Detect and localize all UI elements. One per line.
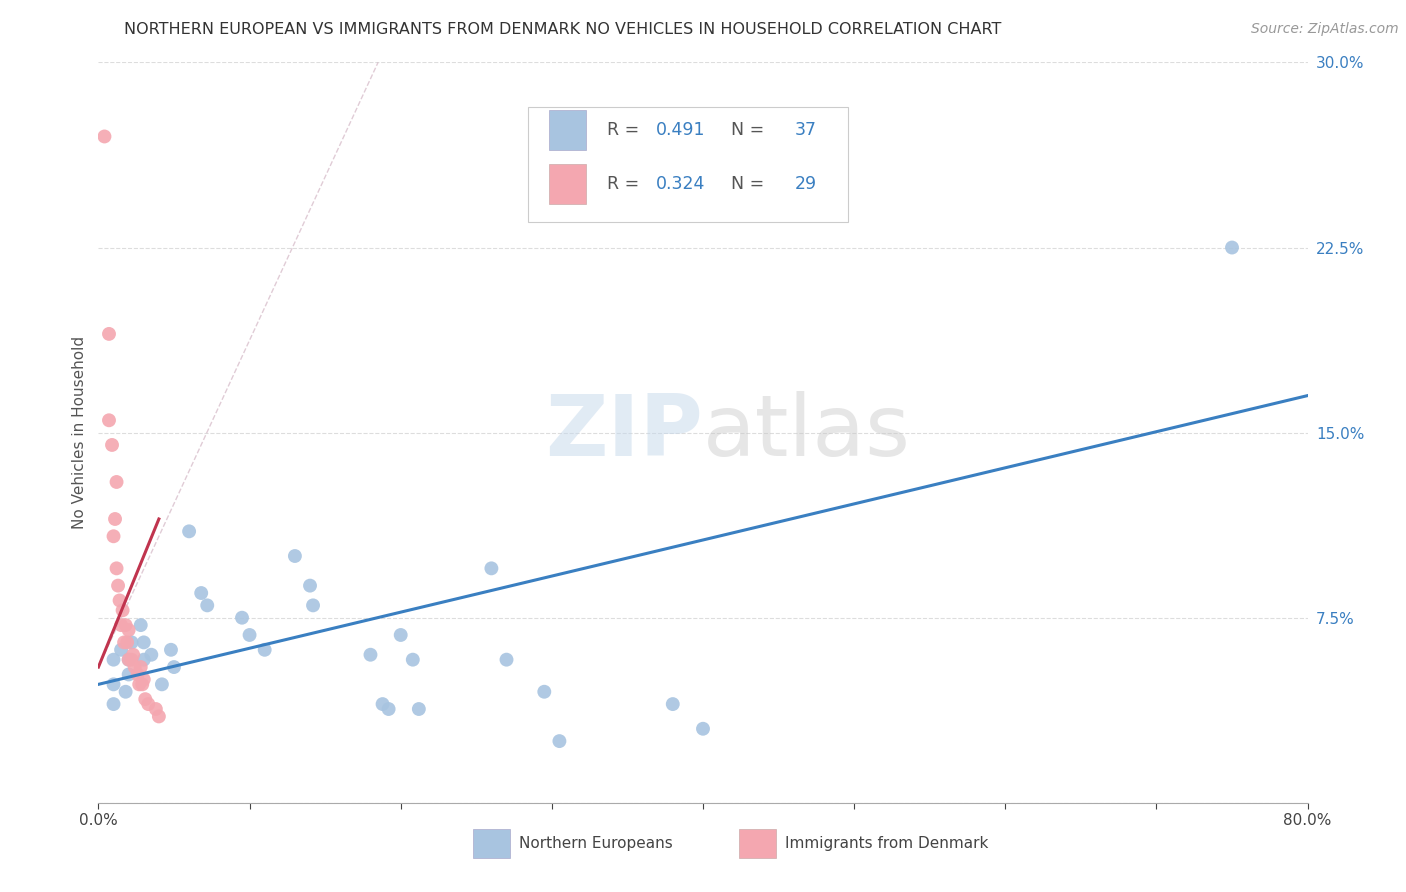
Point (481, 561, 503, 575)
Text: Northern Europeans: Northern Europeans (519, 836, 673, 851)
Point (134, 692, 156, 706)
Point (124, 660, 146, 674)
Point (118, 623, 141, 637)
Point (1220, 240, 1243, 255)
Text: N =: N = (720, 175, 769, 193)
Text: atlas: atlas (703, 391, 911, 475)
Point (122, 648, 145, 662)
Bar (474, 829, 509, 858)
Text: R =: R = (607, 121, 645, 139)
Point (101, 438, 124, 452)
Point (128, 677, 150, 691)
Point (105, 475, 128, 489)
Point (93, 129, 115, 144)
Point (160, 642, 183, 657)
Text: N =: N = (720, 121, 769, 139)
Point (105, 561, 128, 575)
Text: ZIP: ZIP (546, 391, 703, 475)
Point (114, 685, 136, 699)
Point (98, 326, 121, 341)
Text: 0.491: 0.491 (655, 121, 706, 139)
FancyBboxPatch shape (527, 107, 848, 221)
Point (548, 734, 571, 748)
Point (121, 635, 143, 649)
Point (136, 697, 159, 711)
Point (118, 653, 141, 667)
Text: NORTHERN EUROPEAN VS IMMIGRANTS FROM DENMARK NO VEHICLES IN HOUSEHOLD CORRELATIO: NORTHERN EUROPEAN VS IMMIGRANTS FROM DEN… (124, 22, 1001, 37)
Point (112, 635, 135, 649)
Text: Immigrants from Denmark: Immigrants from Denmark (785, 836, 988, 851)
Point (104, 512, 127, 526)
Point (103, 653, 125, 667)
Point (299, 579, 322, 593)
Point (190, 586, 212, 600)
Bar (550, 110, 586, 151)
Point (110, 618, 132, 632)
Point (118, 653, 141, 667)
Point (377, 702, 399, 716)
Y-axis label: No Vehicles in Household: No Vehicles in Household (72, 336, 87, 529)
Point (231, 610, 253, 624)
Bar (550, 164, 586, 204)
Point (179, 524, 201, 539)
Point (692, 722, 714, 736)
Point (141, 648, 163, 662)
Point (253, 642, 276, 657)
Point (150, 677, 173, 691)
Point (103, 677, 125, 691)
Point (371, 697, 394, 711)
Point (302, 599, 325, 613)
Text: 0.324: 0.324 (655, 175, 706, 193)
Point (145, 702, 167, 716)
Point (111, 603, 134, 617)
Point (132, 673, 155, 687)
Point (114, 618, 136, 632)
Point (661, 697, 683, 711)
Point (402, 653, 425, 667)
Point (148, 709, 170, 723)
Bar (740, 829, 776, 858)
Point (103, 529, 125, 543)
Point (107, 579, 129, 593)
Point (98, 413, 121, 427)
Point (103, 697, 125, 711)
Text: 29: 29 (794, 175, 817, 193)
Point (108, 593, 131, 607)
Point (121, 653, 143, 667)
Point (239, 628, 262, 642)
Point (110, 642, 132, 657)
Point (360, 648, 382, 662)
Text: 37: 37 (794, 121, 817, 139)
Point (284, 549, 307, 563)
Point (129, 618, 152, 632)
Point (132, 653, 155, 667)
Point (132, 635, 155, 649)
Point (127, 667, 149, 681)
Point (129, 660, 152, 674)
Point (195, 599, 218, 613)
Point (495, 653, 517, 667)
Point (533, 685, 555, 699)
Point (115, 635, 138, 649)
Point (389, 628, 412, 642)
Point (131, 677, 153, 691)
Point (163, 660, 186, 674)
Text: Source: ZipAtlas.com: Source: ZipAtlas.com (1251, 22, 1399, 37)
Point (118, 667, 141, 681)
Text: R =: R = (607, 175, 645, 193)
Point (408, 702, 430, 716)
